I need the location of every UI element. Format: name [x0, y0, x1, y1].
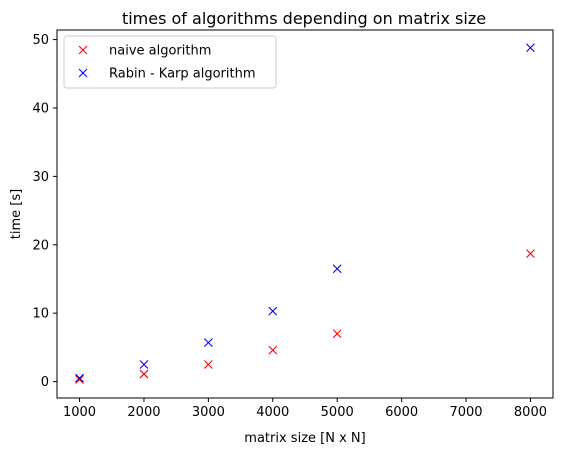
- x-tick-label: 4000: [256, 405, 289, 420]
- y-tick-label: 50: [32, 33, 49, 48]
- y-axis: 0 10 20 30 40 50: [32, 33, 57, 390]
- y-tick-label: 30: [32, 170, 49, 185]
- chart-title: times of algorithms depending on matrix …: [122, 9, 486, 28]
- y-tick-label: 40: [32, 101, 49, 116]
- x-tick-label: 1000: [63, 405, 96, 420]
- y-tick-label: 0: [41, 375, 49, 390]
- x-tick-label: 8000: [514, 405, 547, 420]
- y-tick-label: 10: [32, 307, 49, 322]
- x-tick-label: 6000: [385, 405, 418, 420]
- x-tick-label: 5000: [321, 405, 354, 420]
- x-axis: 1000 2000 3000 4000 5000 6000 7000 8000: [63, 398, 547, 420]
- x-tick-label: 7000: [449, 405, 482, 420]
- legend: naive algorithm Rabin - Karp algorithm: [64, 36, 276, 88]
- y-tick-label: 20: [32, 238, 49, 253]
- legend-label: naive algorithm: [109, 44, 211, 59]
- legend-label: Rabin - Karp algorithm: [109, 67, 256, 82]
- x-tick-label: 2000: [127, 405, 160, 420]
- y-axis-label: time [s]: [9, 189, 24, 239]
- x-tick-label: 3000: [192, 405, 225, 420]
- x-axis-label: matrix size [N x N]: [244, 431, 365, 446]
